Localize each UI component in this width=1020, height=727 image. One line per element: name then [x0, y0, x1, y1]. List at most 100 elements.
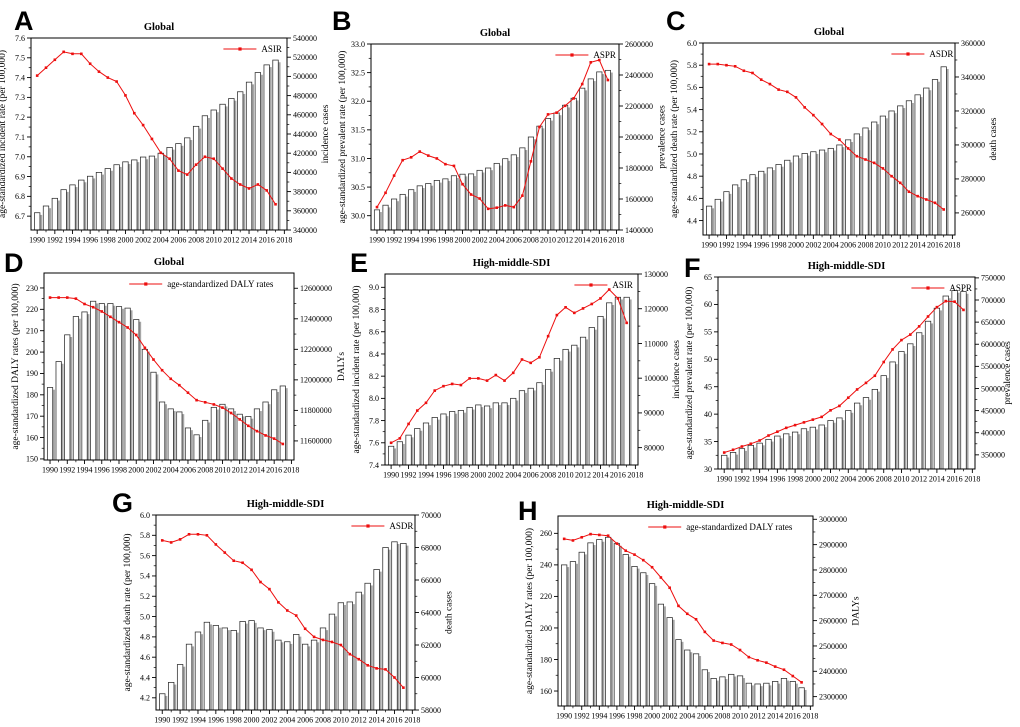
data-point-marker	[195, 398, 198, 402]
y-tick-label: 8.6	[369, 328, 379, 337]
x-tick-label: 2000	[788, 241, 804, 250]
y-tick-label: 100000	[644, 374, 668, 383]
bar	[916, 332, 923, 470]
data-point-marker	[214, 543, 218, 546]
x-tick-label: 1992	[401, 471, 417, 480]
legend-label: ASIR	[261, 44, 282, 54]
bar	[736, 675, 744, 707]
bar	[293, 634, 300, 711]
y-tick-label: 170	[26, 412, 38, 421]
x-tick-label: 2010	[540, 236, 556, 245]
trend-line	[724, 300, 964, 453]
bar	[570, 97, 577, 231]
y-tick-label: 58000	[421, 706, 441, 715]
data-point-marker	[794, 96, 798, 99]
data-point-marker	[247, 424, 250, 428]
panel-title: Global	[154, 257, 184, 268]
x-tick-label: 1998	[627, 712, 643, 721]
x-axis: 1990 1992 1994 1996 1998 2000 2002 2004 2006 2008…	[42, 460, 299, 475]
data-point-marker	[855, 388, 859, 391]
y-tick-label: 700000	[981, 296, 1005, 305]
bar	[391, 541, 398, 711]
data-point-marker	[160, 539, 164, 542]
data-point-marker	[100, 310, 104, 313]
data-point-marker	[485, 379, 489, 382]
data-point-marker	[742, 69, 746, 73]
x-tick-label: 1990	[716, 475, 732, 484]
x-tick-label: 2016	[266, 466, 282, 475]
bar	[853, 133, 860, 236]
data-point-marker	[756, 658, 759, 662]
data-point-marker	[255, 429, 259, 433]
data-point-marker	[846, 396, 850, 399]
bar	[845, 410, 852, 470]
bar	[271, 389, 278, 461]
bar	[745, 682, 752, 707]
bar	[202, 419, 209, 461]
data-point-marker	[538, 125, 541, 129]
bar	[148, 155, 156, 231]
panel-title: Global	[144, 22, 174, 33]
bar	[405, 434, 412, 466]
y-tick-label: 300000	[961, 141, 985, 150]
x-tick-label: 2008	[197, 466, 213, 475]
x-tick-label: 1994	[752, 475, 768, 484]
data-point-marker	[812, 113, 815, 117]
data-point-marker	[150, 137, 154, 141]
x-tick-label: 2014	[241, 236, 257, 245]
data-point-marker	[178, 383, 181, 387]
x-tick-label: 2014	[592, 471, 608, 480]
trend-line	[376, 59, 609, 210]
panel-F: F High-middle-SDI 30 35 40 45 50 55 60 65 350000 40…	[684, 253, 1013, 484]
data-point-marker	[529, 160, 533, 163]
data-point-marker	[873, 374, 877, 378]
bar	[414, 428, 421, 466]
data-point-marker	[855, 154, 859, 158]
data-point-marker	[35, 74, 39, 77]
y-tick-label: 420000	[293, 149, 317, 158]
y-tick-label: 5.8	[140, 531, 150, 540]
y-tick-label: 460000	[293, 111, 317, 120]
x-tick-label: 1990	[154, 716, 170, 725]
x-tick-label: 2018	[608, 236, 624, 245]
bar	[95, 172, 103, 231]
x-tick-label: 2010	[558, 471, 574, 480]
x-tick-label: 2006	[506, 236, 522, 245]
bar	[245, 81, 253, 231]
panel-H: H High-middle-SDI 160 180 200 220 240 260 230000…	[518, 496, 862, 721]
y-tick-label: 600000	[981, 340, 1005, 349]
data-point-marker	[749, 442, 753, 446]
data-point-marker	[178, 538, 182, 541]
y-tick-label: 2900000	[819, 540, 847, 549]
bar	[879, 115, 886, 236]
x-tick-label: 2000	[805, 475, 821, 484]
y-tick-label: 66000	[421, 576, 441, 585]
y-axis-left: 150 160 170 180 190 200 210 220 230	[26, 284, 44, 464]
data-point-marker	[598, 58, 601, 62]
bar	[69, 184, 76, 231]
y-tick-label: 5.8	[687, 61, 697, 70]
y-tick-label: 220	[26, 305, 38, 314]
x-tick-label: 1990	[701, 241, 717, 250]
x-tick-label: 1992	[386, 236, 402, 245]
y-axis-right-title: incidence cases	[672, 340, 682, 399]
y-axis-left-title: age-standardized prevalent rate (per 100…	[684, 287, 695, 460]
y-tick-label: 1800000	[625, 164, 653, 173]
bar	[382, 204, 389, 231]
data-point-marker	[599, 297, 602, 300]
bar	[784, 159, 791, 236]
bar	[561, 564, 568, 707]
legend: ASIR	[223, 44, 282, 54]
bar	[871, 388, 878, 470]
y-tick-label: 5.4	[687, 105, 697, 114]
data-point-marker	[564, 306, 567, 309]
data-point-marker	[65, 296, 69, 299]
y-tick-label: 32.0	[351, 97, 365, 106]
y-tick-label: 12000000	[300, 376, 332, 385]
bar	[346, 601, 353, 711]
data-point-marker	[521, 194, 524, 197]
x-tick-label: 1996	[435, 471, 451, 480]
data-point-marker	[944, 299, 948, 303]
y-axis-left: 6.7 6.8 6.9 7.0 7.1 7.2 7.3 7.4 7.5 7.6	[15, 34, 31, 221]
data-point-marker	[811, 418, 815, 421]
